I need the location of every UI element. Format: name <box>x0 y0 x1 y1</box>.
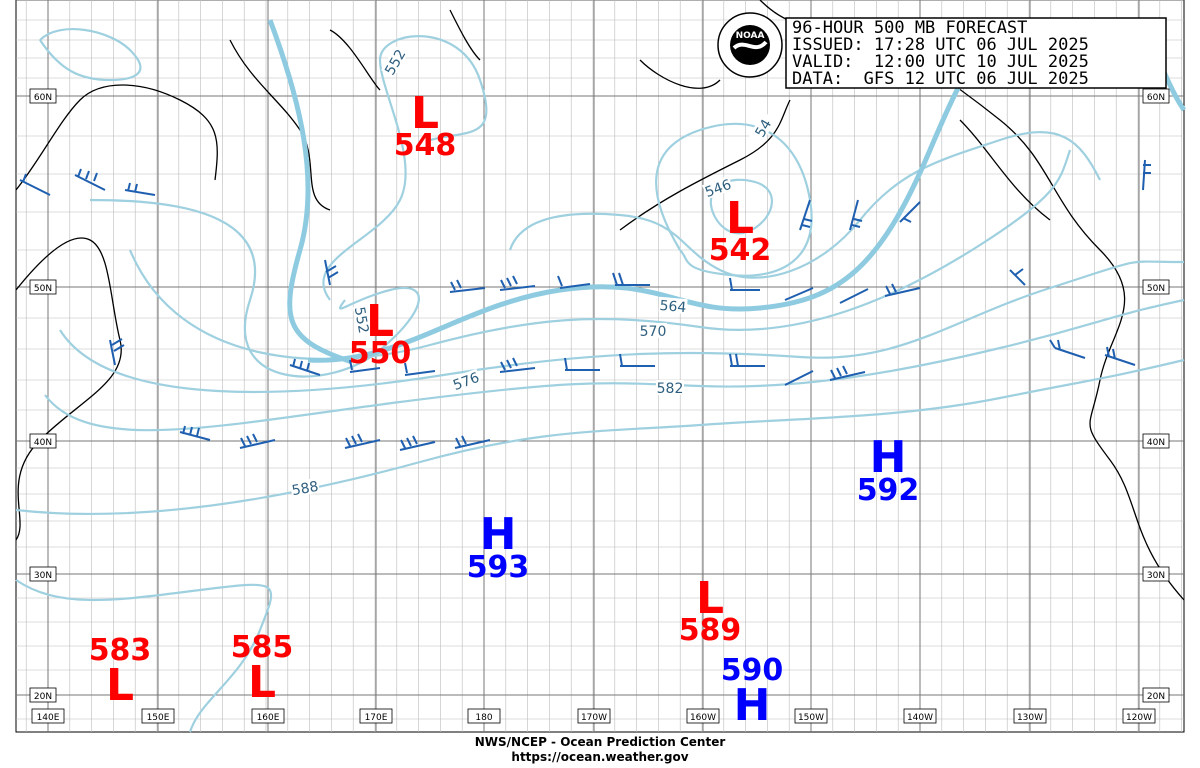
lat-label-box <box>29 433 57 449</box>
lon-label-box <box>467 708 501 724</box>
contour-label-bg <box>702 175 734 200</box>
noaa-logo: NOAA <box>717 12 783 78</box>
contour-label: 588 <box>291 479 320 499</box>
lon-label-box <box>1013 708 1047 724</box>
center-value: 542 <box>709 233 772 268</box>
lat-label-box <box>29 687 57 703</box>
center-value: 593 <box>467 550 530 585</box>
lat-label-box <box>1142 279 1170 295</box>
contour-label-bg <box>656 380 684 395</box>
center-value: 589 <box>679 613 742 648</box>
wind-barbs <box>19 159 1151 451</box>
contour-label-bg <box>289 477 321 498</box>
lat-label-box <box>29 88 57 104</box>
center-value: 590 <box>721 653 784 688</box>
header-line: ISSUED: 17:28 UTC 06 JUL 2025 <box>792 35 1089 55</box>
lat-label: 30N <box>34 571 52 581</box>
contour-label-bg <box>450 368 482 393</box>
lat-label: 30N <box>1147 571 1165 581</box>
lon-label: 120W <box>1126 713 1152 723</box>
center-value: 585 <box>231 630 294 665</box>
center-letter: L <box>106 660 134 711</box>
lon-label: 150E <box>147 713 170 723</box>
lat-label-box <box>1142 88 1170 104</box>
lon-label-box <box>1122 708 1156 724</box>
lon-label: 130W <box>1017 713 1043 723</box>
lat-label: 50N <box>34 284 52 294</box>
contour-label: 582 <box>657 381 684 397</box>
contour-label: 552 <box>351 306 371 335</box>
lon-label: 140W <box>907 713 933 723</box>
center-value: 583 <box>89 633 152 668</box>
lat-label: 40N <box>1147 438 1165 448</box>
header-line: VALID: 12:00 UTC 10 JUL 2025 <box>792 52 1089 72</box>
lon-label-box <box>359 708 393 724</box>
lat-label-box <box>1142 687 1170 703</box>
center-letter: L <box>726 193 754 244</box>
lat-label-box <box>1142 433 1170 449</box>
map-frame <box>15 0 1185 733</box>
contour-label-bg <box>749 111 777 144</box>
lat-label: 60N <box>34 93 52 103</box>
lon-label-box <box>251 708 285 724</box>
header-box: 96-HOUR 500 MB FORECAST ISSUED: 17:28 UT… <box>785 17 1167 89</box>
lon-label: 170E <box>365 713 388 723</box>
center-letter: H <box>480 509 517 560</box>
contour-label: 570 <box>640 324 667 340</box>
lat-label-box <box>1142 566 1170 582</box>
lon-label: 150W <box>798 713 824 723</box>
lat-label: 50N <box>1147 284 1165 294</box>
lon-label-box <box>577 708 611 724</box>
center-value: 548 <box>394 128 457 163</box>
coordinate-labels: 60N 60N 50N 50N 40N 40N 30N 30N 20N 20N 140E 150E 16… <box>29 88 1170 724</box>
lon-label-box <box>31 708 65 724</box>
center-value: 592 <box>857 473 920 508</box>
lon-label: 180 <box>475 713 492 723</box>
center-letter: L <box>248 657 276 708</box>
lon-label-box <box>141 708 175 724</box>
lon-label: 160W <box>690 713 716 723</box>
lon-label: 160E <box>257 713 280 723</box>
center-letter: L <box>411 88 439 139</box>
lat-label: 60N <box>1147 93 1165 103</box>
contour-label-bg <box>352 304 373 336</box>
center-letter: L <box>366 296 394 347</box>
lat-label: 40N <box>34 438 52 448</box>
contour-label-bg <box>639 323 667 338</box>
contour-label-bg <box>381 45 409 78</box>
lat-label-box <box>29 566 57 582</box>
footer-line: https://ocean.weather.gov <box>511 750 688 764</box>
contour-label: 564 <box>659 298 687 316</box>
contour-label-bg <box>658 296 688 315</box>
footer-line: NWS/NCEP - Ocean Prediction Center <box>475 735 726 749</box>
header-line: DATA: GFS 12 UTC 06 JUL 2025 <box>792 69 1089 89</box>
lon-label: 170W <box>581 713 607 723</box>
lat-label: 20N <box>34 692 52 702</box>
lon-label-box <box>686 708 720 724</box>
center-letter: H <box>870 432 907 483</box>
center-letter: L <box>696 573 724 624</box>
lat-label: 20N <box>1147 692 1165 702</box>
lon-label: 140E <box>37 713 60 723</box>
contour-label: 54 <box>752 117 775 141</box>
center-letter: H <box>734 680 771 731</box>
lat-label-box <box>29 279 57 295</box>
logo-text: NOAA <box>736 31 765 41</box>
lon-label-box <box>794 708 828 724</box>
header-line: 96-HOUR 500 MB FORECAST <box>792 18 1027 38</box>
lon-label-box <box>903 708 937 724</box>
center-value: 550 <box>349 336 412 371</box>
